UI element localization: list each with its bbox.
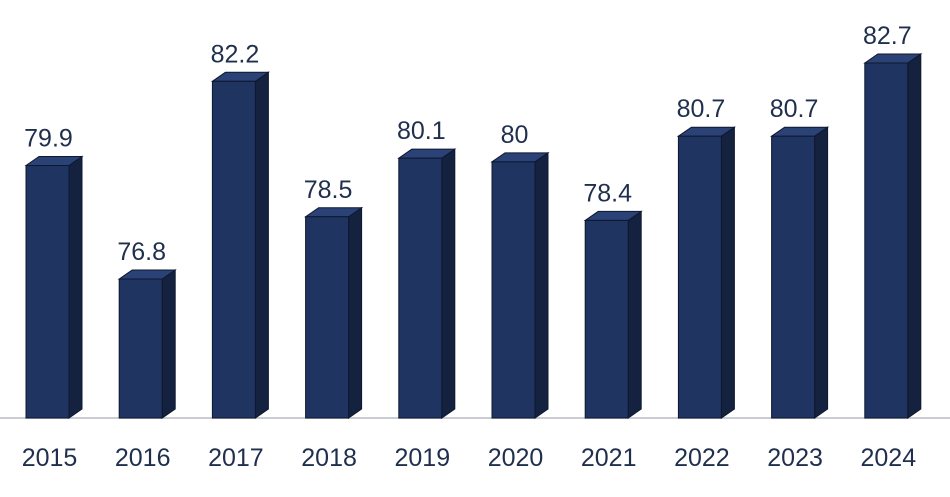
x-tick-label-2019: 2019 bbox=[394, 444, 450, 472]
bar-side-2022 bbox=[720, 126, 735, 419]
bar-front-2021 bbox=[584, 219, 629, 419]
value-label-2019: 80.1 bbox=[397, 117, 446, 145]
value-labels-group: 79.9 76.8 82.2 78.5 80.1 80 78.4 80.7 80.7 82.7 bbox=[24, 22, 911, 266]
value-label-2016: 76.8 bbox=[117, 238, 166, 266]
bar-side-2023 bbox=[814, 126, 829, 419]
x-tick-label-2024: 2024 bbox=[860, 444, 916, 472]
value-label-2024: 82.7 bbox=[863, 22, 912, 50]
value-label-2015: 79.9 bbox=[24, 125, 73, 153]
bar-front-2019 bbox=[398, 157, 443, 419]
x-tick-label-2016: 2016 bbox=[115, 444, 171, 472]
bar-2024 bbox=[863, 53, 923, 419]
value-label-2021: 78.4 bbox=[583, 179, 632, 207]
bar-2019 bbox=[397, 148, 457, 419]
bar-front-2022 bbox=[677, 135, 722, 419]
bar-2022 bbox=[676, 126, 737, 419]
value-label-2022: 80.7 bbox=[677, 95, 726, 123]
bar-2015 bbox=[24, 155, 84, 419]
bars-group bbox=[24, 53, 923, 419]
bar-front-2015 bbox=[25, 165, 70, 419]
bar-front-2024 bbox=[864, 62, 909, 419]
bar-2016 bbox=[117, 269, 177, 419]
x-tick-label-2015: 2015 bbox=[22, 444, 78, 472]
x-tick-label-2020: 2020 bbox=[488, 444, 544, 472]
bar-side-2017 bbox=[254, 71, 269, 419]
value-label-2023: 80.7 bbox=[770, 95, 819, 123]
bar-front-2018 bbox=[305, 216, 350, 419]
bar-2021 bbox=[583, 210, 643, 419]
bar-2017 bbox=[210, 71, 271, 419]
bar-side-2016 bbox=[161, 269, 176, 419]
bar-2018 bbox=[303, 206, 364, 419]
bar-2023 bbox=[769, 126, 830, 419]
x-tick-label-2017: 2017 bbox=[208, 444, 264, 472]
bar-side-2021 bbox=[627, 210, 642, 419]
bar-side-2020 bbox=[534, 151, 549, 419]
x-tick-label-2023: 2023 bbox=[767, 444, 823, 472]
value-label-2017: 82.2 bbox=[211, 40, 260, 68]
bar-2020 bbox=[490, 151, 550, 419]
value-label-2018: 78.5 bbox=[304, 176, 353, 204]
bar-front-2017 bbox=[211, 80, 256, 419]
x-tick-label-2022: 2022 bbox=[674, 444, 730, 472]
bar-side-2018 bbox=[348, 206, 363, 419]
bar-side-2019 bbox=[441, 148, 456, 419]
x-tick-labels-group: 2015 2016 2017 2018 2019 2020 2021 2022 2023 2024 bbox=[22, 444, 917, 472]
bar-side-2015 bbox=[68, 155, 83, 419]
bar-side-2024 bbox=[907, 53, 922, 419]
x-tick-label-2018: 2018 bbox=[301, 444, 357, 472]
bar-front-2020 bbox=[491, 161, 536, 419]
bar-front-2016 bbox=[118, 278, 163, 419]
bar-front-2023 bbox=[771, 135, 816, 419]
x-tick-label-2021: 2021 bbox=[581, 444, 637, 472]
value-label-2020: 80 bbox=[501, 121, 529, 149]
